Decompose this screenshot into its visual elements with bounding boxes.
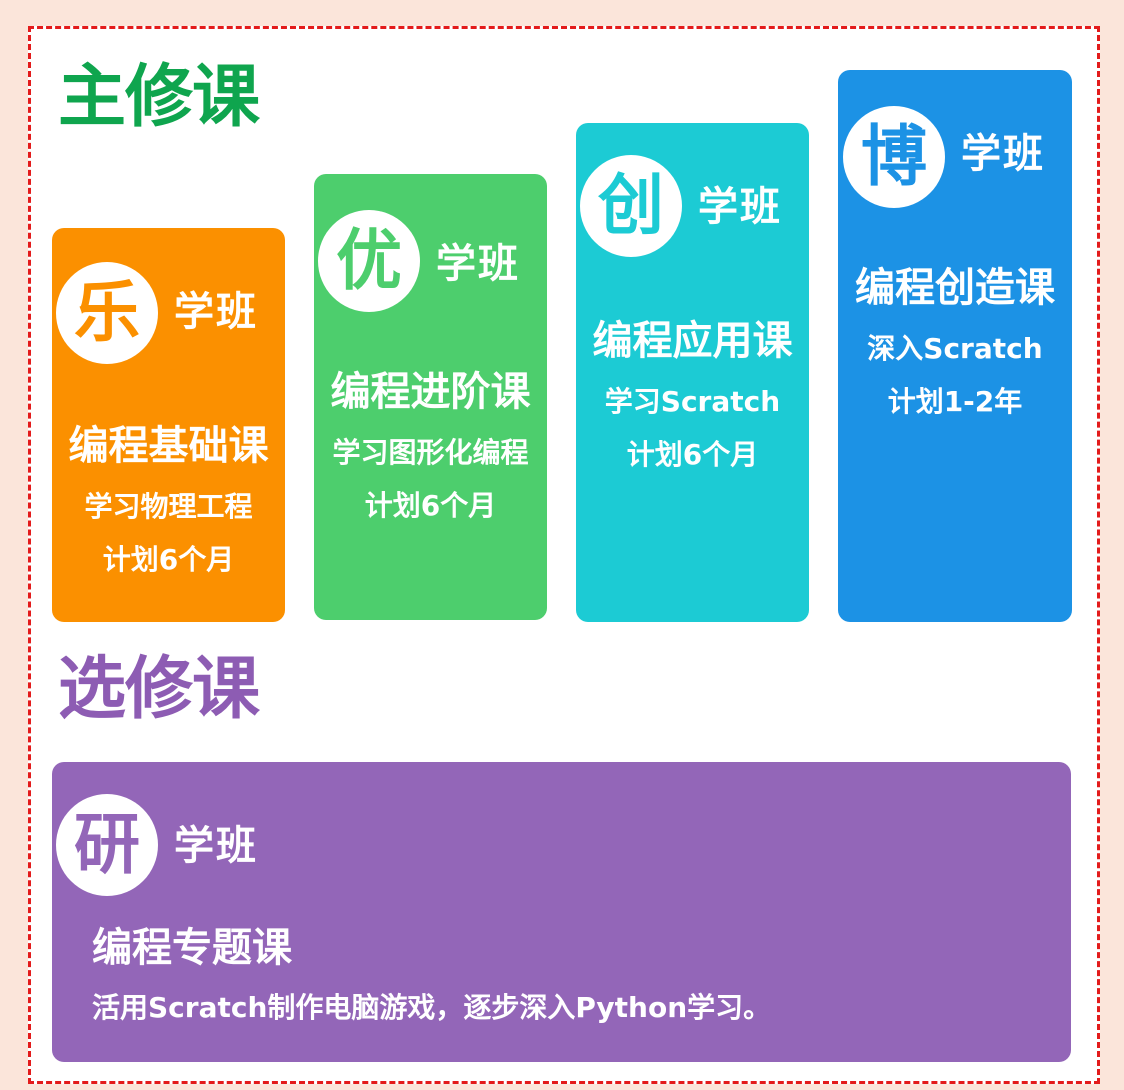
le-badge-icon: 乐: [56, 262, 158, 364]
class-name-label: 学班: [174, 823, 258, 869]
class-name-label: 学班: [698, 184, 782, 230]
bo-badge-icon: 博: [843, 106, 945, 208]
course-card-chuang: 创 学班 编程应用课 学习Scratch 计划6个月: [576, 123, 809, 622]
course-card-le: 乐 学班 编程基础课 学习物理工程 计划6个月: [52, 228, 285, 622]
course-title: 编程进阶课: [330, 369, 531, 415]
course-duration: 计划6个月: [626, 438, 759, 471]
course-duration: 计划6个月: [102, 543, 235, 576]
course-title: 编程专题课: [92, 925, 292, 971]
class-name-label: 学班: [961, 131, 1045, 177]
class-name-label: 学班: [436, 241, 520, 287]
course-title: 编程创造课: [855, 265, 1055, 311]
course-card-bo: 博 学班 编程创造课 深入Scratch 计划1-2年: [838, 70, 1072, 622]
course-card-you: 优 学班 编程进阶课 学习图形化编程 计划6个月: [314, 174, 547, 620]
class-name-label: 学班: [174, 289, 258, 335]
course-title: 编程基础课: [68, 423, 269, 469]
course-description: 学习Scratch: [604, 385, 781, 418]
yan-badge-icon: 研: [56, 794, 158, 896]
you-badge-icon: 优: [318, 210, 420, 312]
required-courses-heading: 主修课: [58, 58, 260, 137]
course-description: 学习物理工程: [84, 490, 253, 523]
course-card-yan: 研 学班 编程专题课 活用Scratch制作电脑游戏，逐步深入Python学习。: [52, 762, 1071, 1062]
course-title: 编程应用课: [592, 318, 793, 364]
course-description: 学习图形化编程: [332, 436, 529, 469]
chuang-badge-icon: 创: [580, 155, 682, 257]
course-description: 深入Scratch: [867, 332, 1043, 365]
course-duration: 计划6个月: [364, 489, 497, 522]
course-description: 活用Scratch制作电脑游戏，逐步深入Python学习。: [92, 991, 772, 1024]
course-duration: 计划1-2年: [887, 385, 1023, 418]
elective-courses-heading: 选修课: [58, 650, 260, 729]
